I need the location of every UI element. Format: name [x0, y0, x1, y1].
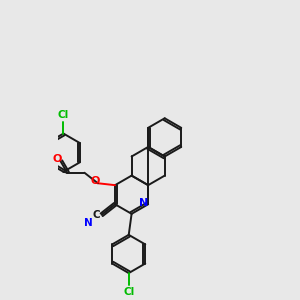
Text: O: O [53, 154, 62, 164]
Text: Cl: Cl [123, 287, 134, 297]
Text: C: C [93, 210, 100, 220]
Text: N: N [139, 198, 148, 208]
Text: N: N [84, 218, 92, 228]
Text: O: O [91, 176, 100, 186]
Text: Cl: Cl [58, 110, 69, 120]
